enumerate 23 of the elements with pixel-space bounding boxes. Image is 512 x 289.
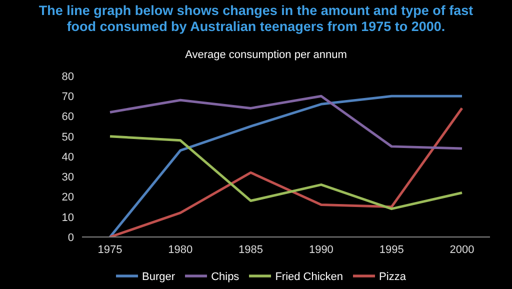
x-tick-label: 1980 bbox=[168, 244, 193, 256]
y-tick-label: 0 bbox=[68, 232, 74, 244]
y-tick-label: 50 bbox=[62, 131, 74, 144]
x-tick-label: 1985 bbox=[238, 244, 264, 256]
line-series bbox=[108, 135, 464, 210]
chart-subtitle: Average consumption per annum bbox=[184, 49, 348, 61]
y-tick-label: 40 bbox=[62, 151, 74, 164]
legend-label: Burger bbox=[142, 271, 176, 284]
y-tick-label: 10 bbox=[62, 212, 74, 224]
legend-label: Fried Chicken bbox=[275, 271, 344, 284]
chart-title: The line graph below shows changes in the amount and type of fast food consumed by Australian teenagers from 1975 to 2000. bbox=[38, 3, 474, 35]
x-tick-label: 1995 bbox=[379, 244, 404, 256]
line-series bbox=[108, 94, 464, 150]
y-tick-label: 30 bbox=[62, 172, 74, 184]
y-tick-label: 60 bbox=[62, 111, 74, 124]
y-tick-label: 70 bbox=[62, 91, 74, 104]
y-tick-label: 20 bbox=[62, 192, 74, 204]
legend-label: Chips bbox=[211, 271, 240, 284]
x-tick-label: 2000 bbox=[450, 244, 474, 256]
legend-label: Pizza bbox=[379, 271, 406, 284]
x-tick-label: 1990 bbox=[308, 244, 334, 256]
x-tick-label: 1975 bbox=[98, 244, 122, 256]
y-tick-label: 80 bbox=[62, 70, 74, 83]
